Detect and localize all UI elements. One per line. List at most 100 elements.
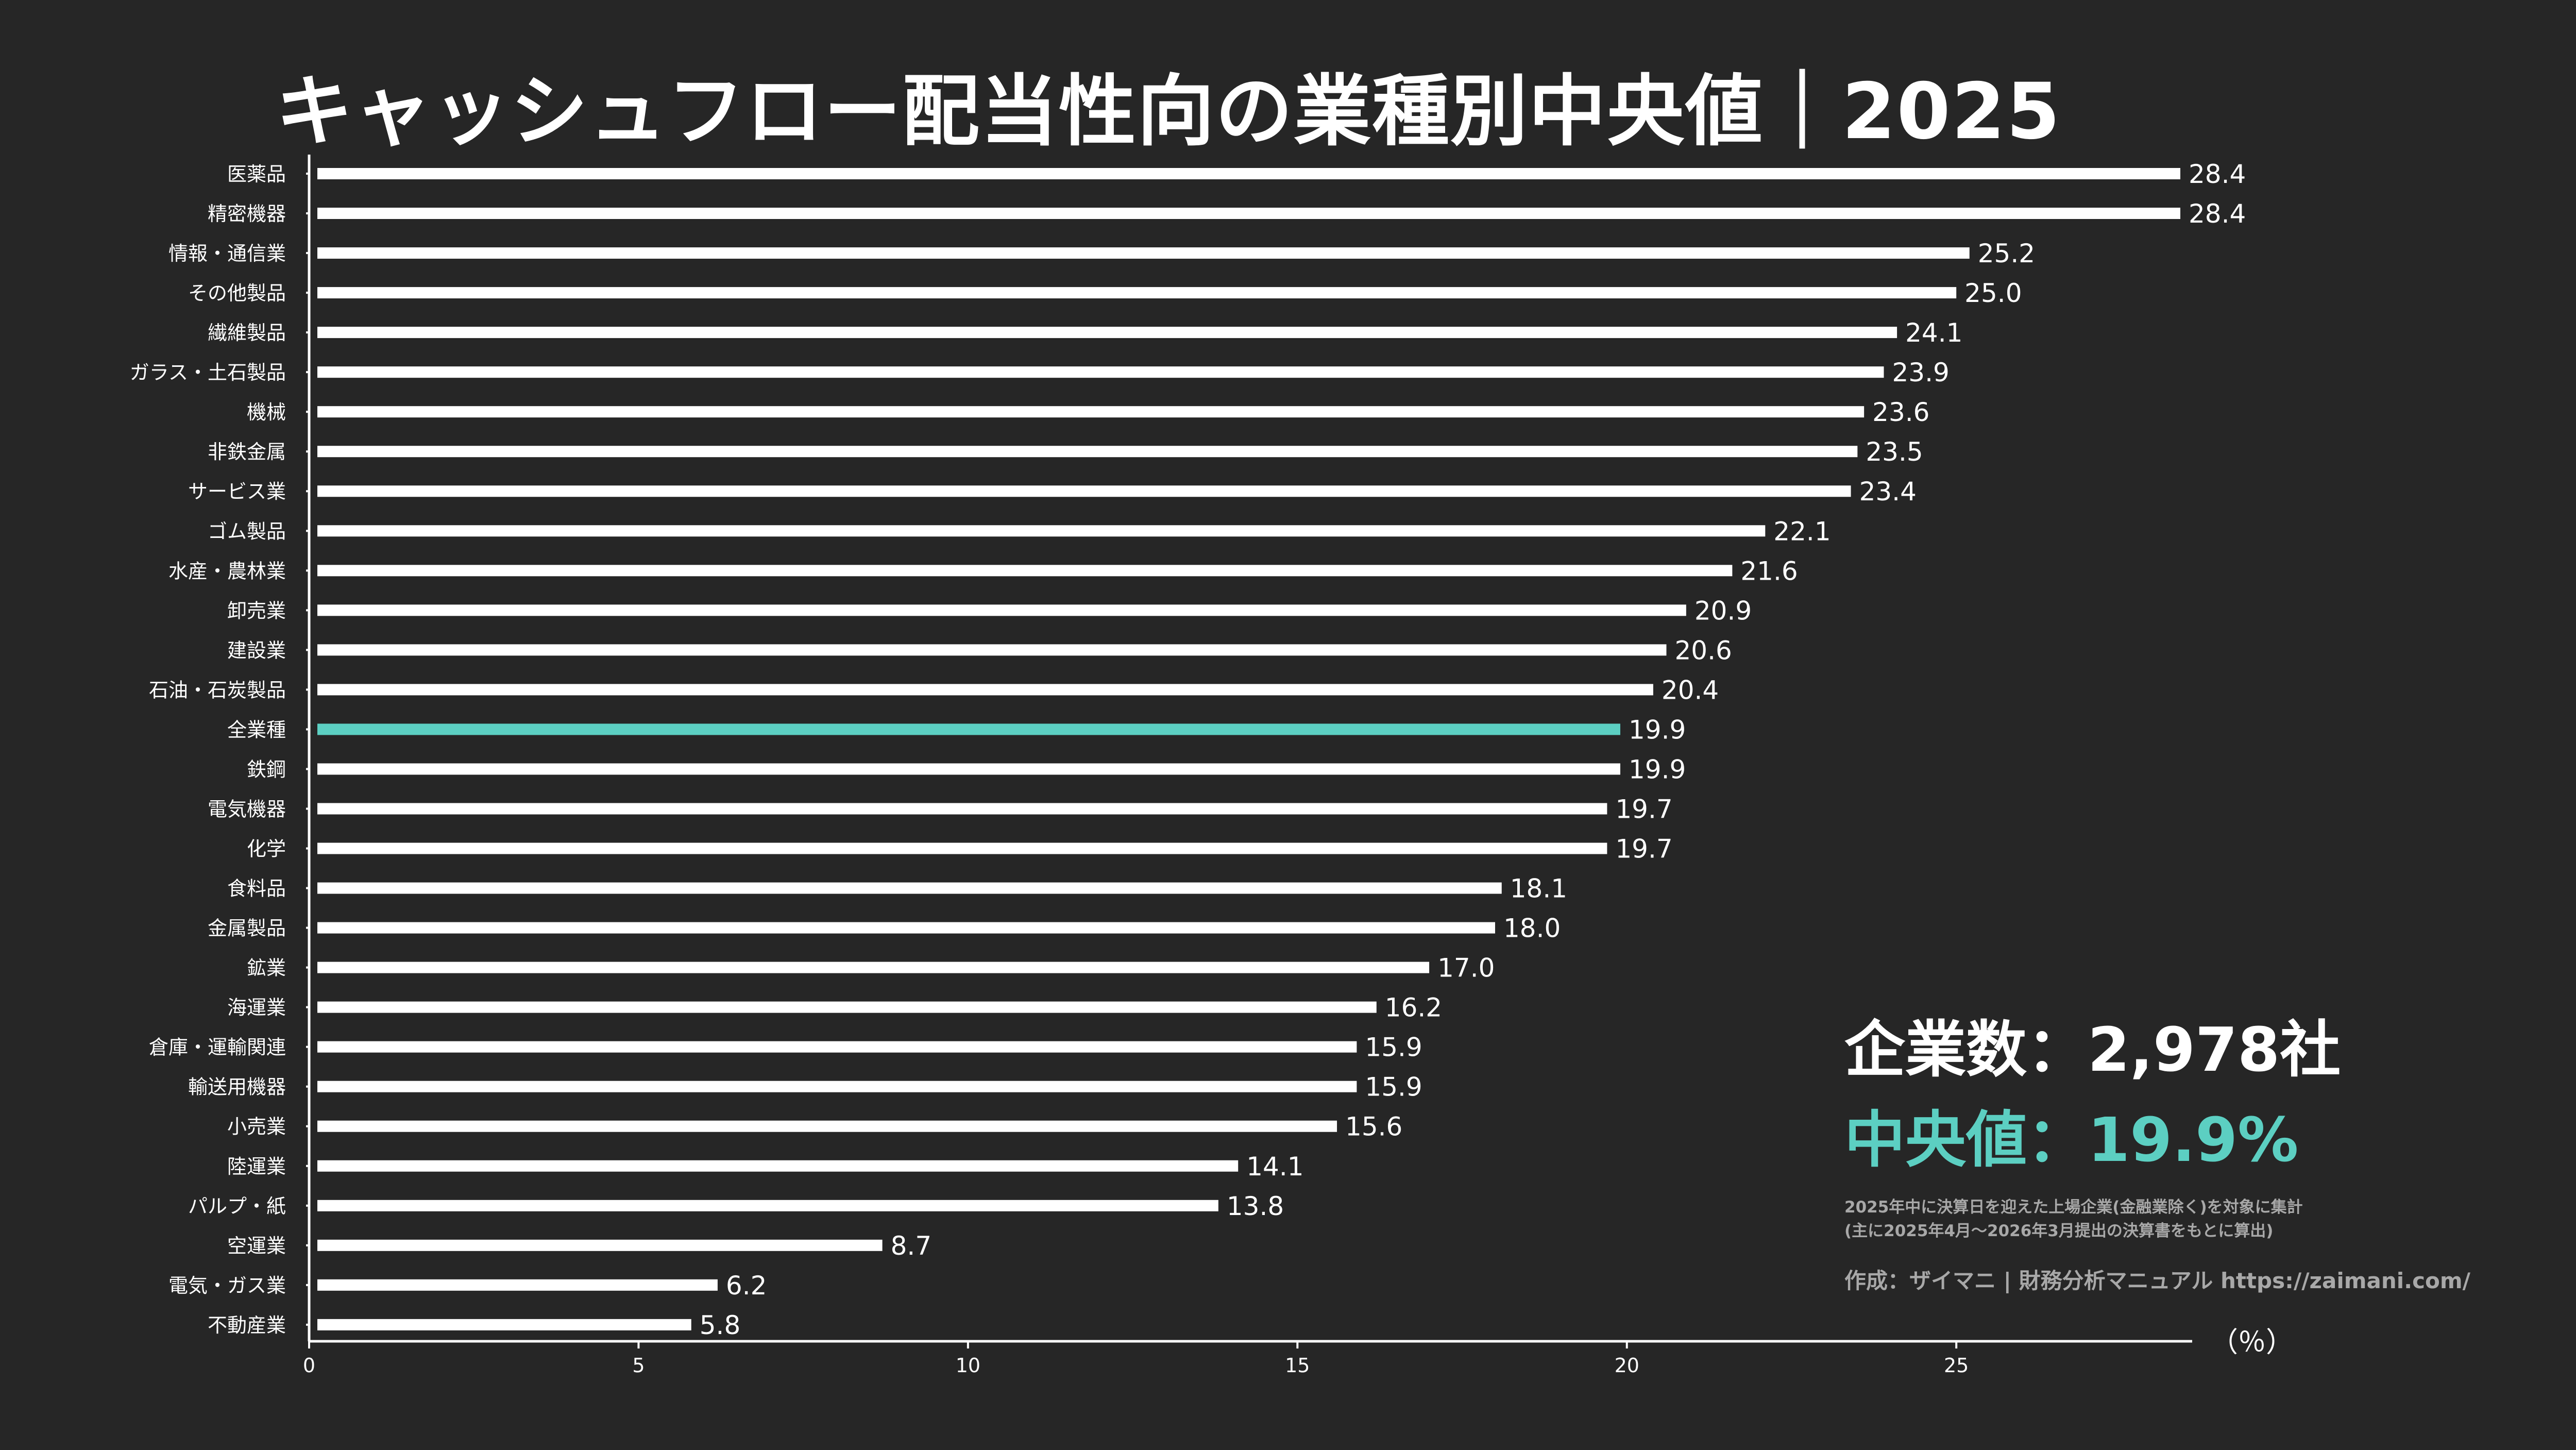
- bar-28: [317, 1279, 718, 1291]
- x-tick-label-0: 0: [303, 1354, 315, 1377]
- bar-23: [317, 1081, 1357, 1092]
- bar-29: [317, 1319, 691, 1330]
- summary-panel: 企業数：2,978社 中央値：19.9% 2025年中に決算日を迎えた上場企業(…: [1844, 1005, 2470, 1295]
- category-label-24: 小売業: [227, 1116, 286, 1138]
- category-label-0: 医薬品: [227, 163, 286, 186]
- footnote: 2025年中に決算日を迎えた上場企業(金融業除く)を対象に集計 (主に2025年…: [1844, 1195, 2470, 1243]
- value-label-21: 16.2: [1385, 993, 1442, 1023]
- category-label-28: 電気・ガス業: [168, 1274, 286, 1297]
- bar-15: [317, 763, 1620, 775]
- value-label-25: 14.1: [1246, 1152, 1303, 1182]
- bar-3: [317, 287, 1957, 299]
- value-label-11: 20.9: [1694, 596, 1752, 626]
- category-label-7: 非鉄金属: [208, 441, 286, 463]
- category-label-20: 鉱業: [247, 957, 286, 980]
- value-label-10: 21.6: [1740, 556, 1798, 586]
- value-label-20: 17.0: [1437, 953, 1495, 983]
- x-tick-label-2: 10: [956, 1354, 980, 1377]
- value-label-16: 19.7: [1615, 794, 1672, 824]
- category-label-1: 精密機器: [208, 203, 286, 225]
- bar-20: [317, 962, 1430, 973]
- footnote-line-2: (主に2025年4月〜2026年3月提出の決算書をもとに算出): [1844, 1222, 2274, 1240]
- bar-26: [317, 1200, 1218, 1211]
- bar-19: [317, 922, 1495, 934]
- value-label-29: 5.8: [700, 1310, 741, 1340]
- value-label-3: 25.0: [1964, 278, 2022, 308]
- value-label-5: 23.9: [1892, 358, 1950, 387]
- bar-4: [317, 327, 1897, 339]
- category-label-12: 建設業: [227, 639, 286, 662]
- x-tick-label-4: 20: [1615, 1354, 1639, 1377]
- value-label-15: 19.9: [1629, 754, 1686, 784]
- company-count: 企業数：2,978社: [1844, 1014, 2341, 1085]
- x-axis-unit-label: （％）: [2210, 1326, 2294, 1358]
- bar-13: [317, 684, 1653, 696]
- value-label-26: 13.8: [1227, 1191, 1284, 1221]
- x-tick-label-3: 15: [1285, 1354, 1310, 1377]
- category-label-22: 倉庫・運輸関連: [149, 1036, 286, 1059]
- bar-9: [317, 525, 1766, 537]
- bar-2: [317, 247, 1970, 259]
- credit-text: 作成：ザイマニ | 財務分析マニュアル https://zaimani.com/: [1844, 1268, 2470, 1293]
- x-tick-label-1: 5: [632, 1354, 645, 1377]
- category-label-9: ゴム製品: [208, 520, 286, 543]
- value-label-19: 18.0: [1503, 914, 1561, 943]
- value-label-2: 25.2: [1978, 239, 2035, 268]
- value-label-23: 15.9: [1365, 1072, 1422, 1102]
- category-label-21: 海運業: [227, 997, 286, 1019]
- category-label-13: 石油・石炭製品: [149, 679, 286, 701]
- category-label-19: 金属製品: [208, 917, 286, 940]
- category-label-17: 化学: [247, 838, 286, 861]
- bar-17: [317, 842, 1607, 854]
- category-label-29: 不動産業: [208, 1314, 286, 1337]
- bar-6: [317, 406, 1865, 418]
- category-label-27: 空運業: [227, 1235, 286, 1257]
- value-label-8: 23.4: [1859, 477, 1917, 507]
- value-label-27: 8.7: [891, 1231, 932, 1261]
- bar-1: [317, 208, 2180, 220]
- category-label-11: 卸売業: [227, 599, 286, 622]
- bar-7: [317, 446, 1858, 458]
- category-label-6: 機械: [247, 401, 286, 424]
- value-label-9: 22.1: [1773, 516, 1831, 546]
- category-label-26: パルプ・紙: [188, 1195, 286, 1218]
- value-label-6: 23.6: [1872, 397, 1929, 427]
- x-tick-label-5: 25: [1944, 1354, 1969, 1377]
- category-label-18: 食料品: [227, 878, 286, 900]
- bar-5: [317, 366, 1884, 378]
- value-label-13: 20.4: [1662, 675, 1719, 705]
- category-label-4: 繊維製品: [208, 322, 286, 344]
- bar-11: [317, 604, 1686, 616]
- category-label-23: 輸送用機器: [188, 1076, 286, 1099]
- bar-10: [317, 565, 1733, 577]
- median-value: 中央値：19.9%: [1844, 1104, 2299, 1175]
- category-label-8: サービス業: [188, 480, 286, 503]
- chart-title: キャッシュフロー配当性向の業種別中央値｜2025: [276, 67, 2061, 157]
- category-label-10: 水産・農林業: [168, 560, 286, 582]
- bar-0: [317, 168, 2180, 179]
- value-label-12: 20.6: [1674, 635, 1732, 665]
- bar-16: [317, 803, 1607, 815]
- bar-25: [317, 1160, 1239, 1172]
- bar-27: [317, 1239, 883, 1251]
- value-label-18: 18.1: [1510, 874, 1567, 904]
- category-label-5: ガラス・土石製品: [130, 361, 286, 384]
- bar-12: [317, 644, 1667, 656]
- value-label-4: 24.1: [1905, 318, 1962, 348]
- bar-14: [317, 723, 1620, 735]
- category-label-2: 情報・通信業: [168, 242, 286, 265]
- bar-8: [317, 485, 1851, 497]
- value-label-1: 28.4: [2189, 199, 2246, 229]
- value-label-7: 23.5: [1866, 437, 1923, 467]
- category-label-15: 鉄鋼: [247, 758, 286, 781]
- bar-18: [317, 882, 1502, 894]
- category-label-14: 全業種: [227, 718, 286, 741]
- category-label-16: 電気機器: [208, 798, 286, 820]
- value-label-17: 19.7: [1615, 834, 1672, 864]
- category-label-25: 陸運業: [227, 1155, 286, 1178]
- bar-21: [317, 1001, 1377, 1013]
- category-label-3: その他製品: [188, 282, 286, 305]
- bar-24: [317, 1120, 1337, 1132]
- value-label-24: 15.6: [1345, 1112, 1402, 1142]
